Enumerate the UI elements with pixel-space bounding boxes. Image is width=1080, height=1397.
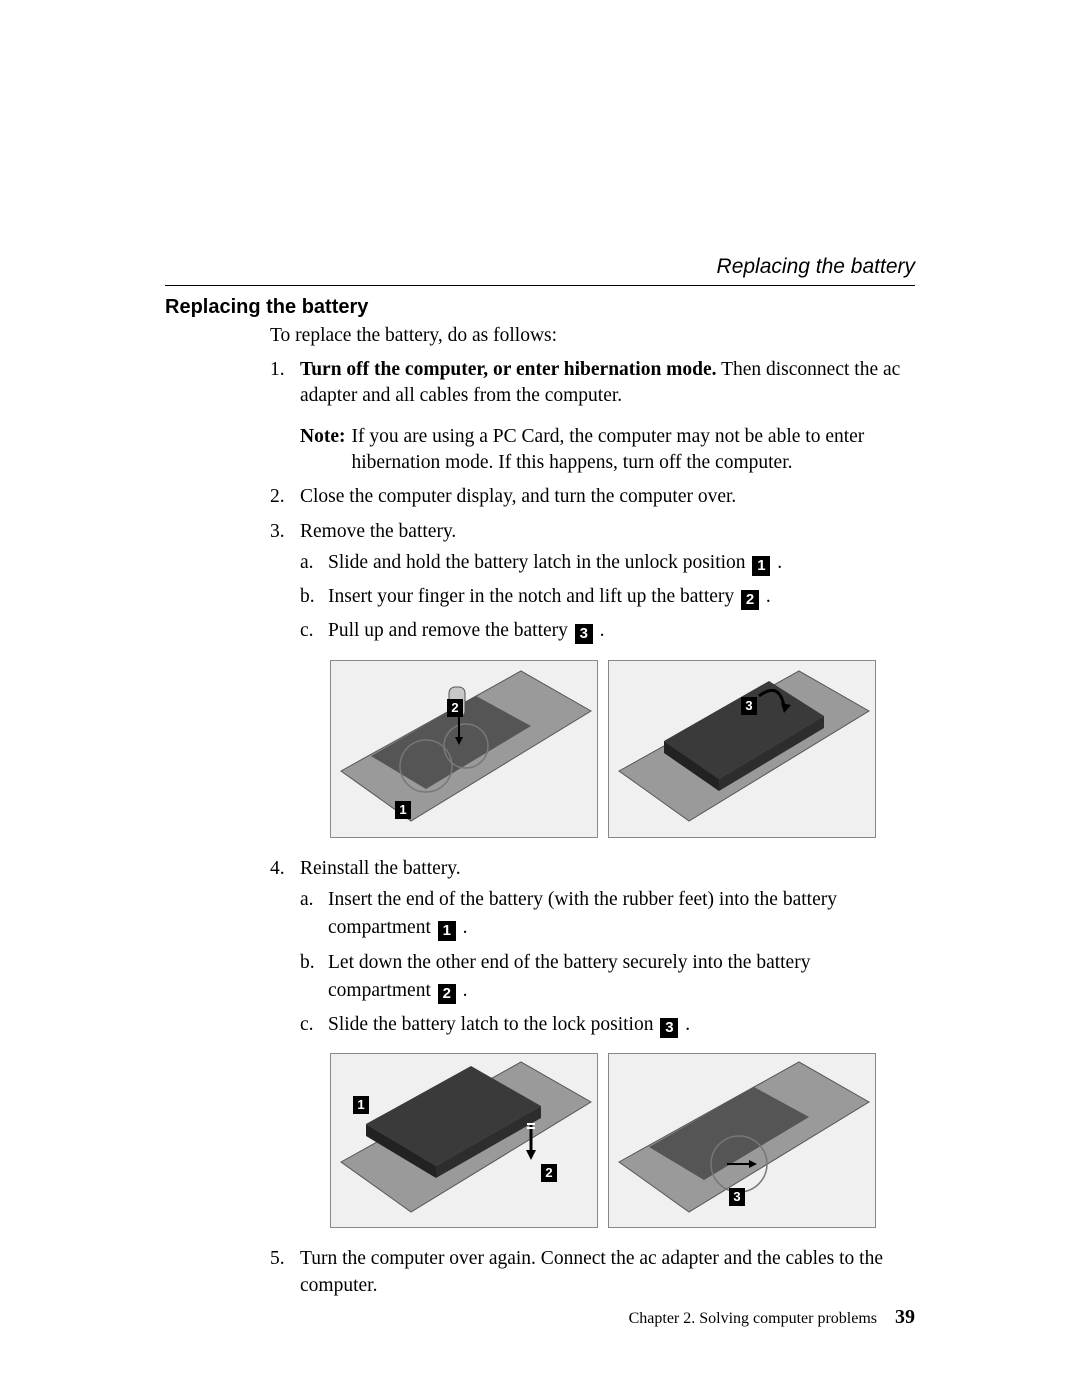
sub-letter: b. <box>300 949 315 977</box>
sub-text: Insert the end of the battery (with the … <box>328 889 837 938</box>
page-number: 39 <box>895 1306 915 1328</box>
step-4-sub: a. Insert the end of the battery (with th… <box>300 886 915 1039</box>
figure-row-2: 1 2 3 <box>330 1053 915 1228</box>
step-num: 3. <box>270 519 285 545</box>
step-1: 1. Turn off the computer, or enter hiber… <box>270 357 915 476</box>
note: Note: If you are using a PC Card, the co… <box>300 424 915 477</box>
callout-icon: 3 <box>741 697 757 715</box>
callout-icon: 1 <box>752 556 770 576</box>
laptop-bottom-icon <box>331 661 598 838</box>
sub-text: Let down the other end of the battery se… <box>328 952 810 1001</box>
step-4-text: Reinstall the battery. <box>300 858 461 879</box>
figure-remove-2: 3 <box>608 660 876 838</box>
callout-icon: 3 <box>575 624 593 644</box>
page-content: Replacing the battery Replacing the batt… <box>165 255 915 1307</box>
step-3-sub: a. Slide and hold the battery latch in th… <box>300 549 915 646</box>
step-1-bold: Turn off the computer, or enter hibernat… <box>300 359 717 380</box>
step-5-text: Turn the computer over again. Connect th… <box>300 1248 883 1295</box>
sub-post: . <box>772 552 782 573</box>
sub-text: Pull up and remove the battery <box>328 620 573 641</box>
step-5: 5. Turn the computer over again. Connect… <box>270 1246 915 1299</box>
callout-icon: 2 <box>447 699 463 717</box>
step-num: 1. <box>270 357 285 383</box>
step-3a: a. Slide and hold the battery latch in th… <box>300 549 915 577</box>
sub-post: . <box>595 620 605 641</box>
sub-text: Insert your finger in the notch and lift… <box>328 586 739 607</box>
sub-letter: a. <box>300 886 314 914</box>
sub-letter: a. <box>300 549 314 577</box>
figure-install-2: 3 <box>608 1053 876 1228</box>
callout-icon: 3 <box>729 1188 745 1206</box>
step-4: 4. Reinstall the battery. a. Insert the e… <box>270 856 915 1229</box>
section-title: Replacing the battery <box>165 296 915 319</box>
step-num: 4. <box>270 856 285 882</box>
step-4c: c. Slide the battery latch to the lock po… <box>300 1011 915 1039</box>
body: To replace the battery, do as follows: 1… <box>270 325 915 1299</box>
sub-letter: c. <box>300 617 314 645</box>
step-3b: b. Insert your finger in the notch and li… <box>300 583 915 611</box>
callout-icon: 3 <box>660 1018 678 1038</box>
step-3: 3. Remove the battery. a. Slide and hold … <box>270 519 915 838</box>
sub-text: Slide and hold the battery latch in the … <box>328 552 750 573</box>
note-label: Note: <box>300 424 345 477</box>
sub-post: . <box>458 917 468 938</box>
page-footer: Chapter 2. Solving computer problems 39 <box>629 1306 915 1329</box>
figure-remove-1: 2 1 <box>330 660 598 838</box>
sub-letter: b. <box>300 583 315 611</box>
sub-text: Slide the battery latch to the lock posi… <box>328 1014 658 1035</box>
running-head: Replacing the battery <box>165 255 915 279</box>
callout-icon: 2 <box>541 1164 557 1182</box>
sub-letter: c. <box>300 1011 314 1039</box>
note-text: If you are using a PC Card, the computer… <box>351 424 915 477</box>
figure-install-1: 1 2 <box>330 1053 598 1228</box>
step-4b: b. Let down the other end of the battery … <box>300 949 915 1006</box>
step-3-text: Remove the battery. <box>300 521 456 542</box>
header-rule <box>165 285 915 286</box>
callout-icon: 1 <box>395 801 411 819</box>
figure-row-1: 2 1 3 <box>330 660 915 838</box>
callout-icon: 1 <box>438 921 456 941</box>
callout-icon: 2 <box>741 590 759 610</box>
step-num: 2. <box>270 484 285 510</box>
laptop-bottom-icon <box>331 1054 598 1228</box>
step-2: 2. Close the computer display, and turn … <box>270 484 915 510</box>
laptop-bottom-icon <box>609 661 876 838</box>
sub-post: . <box>761 586 771 607</box>
chapter-label: Chapter 2. Solving computer problems <box>629 1310 877 1327</box>
step-num: 5. <box>270 1246 285 1272</box>
callout-icon: 1 <box>353 1096 369 1114</box>
step-3c: c. Pull up and remove the battery 3 . <box>300 617 915 645</box>
sub-post: . <box>680 1014 690 1035</box>
main-steps: 1. Turn off the computer, or enter hiber… <box>270 357 915 1299</box>
callout-icon: 2 <box>438 984 456 1004</box>
sub-post: . <box>458 980 468 1001</box>
intro-text: To replace the battery, do as follows: <box>270 325 915 347</box>
step-4a: a. Insert the end of the battery (with th… <box>300 886 915 943</box>
step-2-text: Close the computer display, and turn the… <box>300 486 736 507</box>
